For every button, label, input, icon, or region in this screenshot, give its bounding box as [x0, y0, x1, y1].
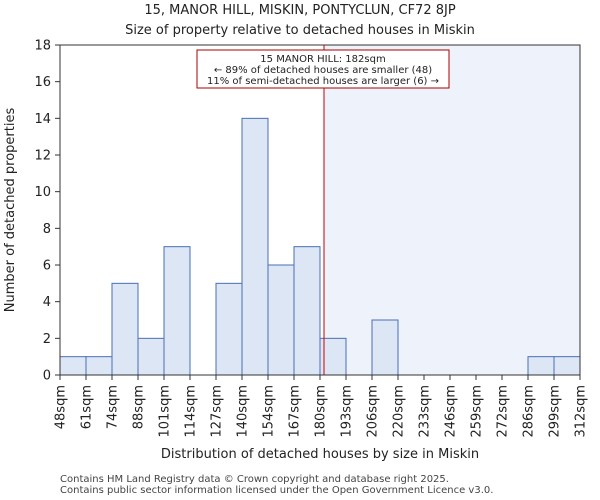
y-tick-label: 10 [34, 185, 51, 200]
x-tick-label: 88sqm [132, 385, 147, 429]
x-tick-label: 101sqm [158, 385, 173, 438]
footer-line-2: Contains public sector information licen… [60, 485, 493, 496]
y-axis-label: Number of detached properties [3, 108, 18, 313]
y-tick-label: 14 [34, 112, 51, 127]
annotation-line-2: ← 89% of detached houses are smaller (48… [214, 65, 432, 76]
x-tick-label: 114sqm [184, 385, 199, 438]
x-tick-label: 193sqm [340, 385, 355, 438]
y-tick-label: 8 [43, 222, 51, 237]
bar-61sqm [85, 356, 113, 376]
x-axis-label: Distribution of detached houses by size … [161, 447, 479, 462]
x-tick-label: 180sqm [314, 385, 329, 438]
chart-subtitle: Size of property relative to detached ho… [125, 23, 475, 38]
bar-74sqm [111, 282, 139, 376]
bar-299sqm [553, 356, 581, 376]
bar-167sqm [293, 246, 321, 376]
annotation-line-1: 15 MANOR HILL: 182sqm [260, 54, 385, 65]
x-tick-label: 220sqm [392, 385, 407, 438]
bar-154sqm [267, 264, 295, 376]
x-tick-label: 206sqm [366, 385, 381, 438]
x-tick-label: 61sqm [80, 385, 95, 429]
bar-206sqm [371, 319, 399, 376]
y-tick-label: 16 [34, 75, 51, 90]
y-tick-label: 12 [34, 149, 51, 164]
y-tick-label: 4 [43, 295, 51, 310]
x-tick-label: 259sqm [470, 385, 485, 438]
property-annotation: 15 MANOR HILL: 182sqm ← 89% of detached … [196, 49, 450, 89]
y-tick-label: 2 [43, 332, 51, 347]
footer-line-1: Contains HM Land Registry data © Crown c… [60, 474, 449, 485]
x-tick-label: 299sqm [548, 385, 563, 438]
x-tick-label: 140sqm [236, 385, 251, 438]
bar-286sqm [527, 356, 555, 376]
annotation-line-3: 11% of semi-detached houses are larger (… [207, 76, 439, 87]
bar-127sqm [215, 282, 243, 376]
bar-48sqm [59, 356, 87, 376]
chart-title: 15, MANOR HILL, MISKIN, PONTYCLUN, CF72 … [144, 3, 456, 18]
x-tick-label: 312sqm [574, 385, 589, 438]
bar-140sqm [241, 117, 269, 376]
x-tick-label: 233sqm [418, 385, 433, 438]
x-tick-label: 74sqm [106, 385, 121, 429]
y-tick-label: 0 [43, 369, 51, 384]
bar-88sqm [137, 337, 165, 376]
x-tick-label: 167sqm [288, 385, 303, 438]
annotation-box [196, 49, 450, 89]
y-tick-label: 6 [43, 259, 51, 274]
x-tick-label: 246sqm [444, 385, 459, 438]
x-tick-label: 48sqm [54, 385, 69, 429]
x-tick-label: 272sqm [496, 385, 511, 438]
bar-101sqm [163, 246, 191, 376]
y-tick-label: 18 [34, 39, 51, 54]
x-tick-label: 154sqm [262, 385, 277, 438]
x-tick-label: 286sqm [522, 385, 537, 438]
x-tick-label: 127sqm [210, 385, 225, 438]
larger-region-highlight [324, 45, 580, 375]
